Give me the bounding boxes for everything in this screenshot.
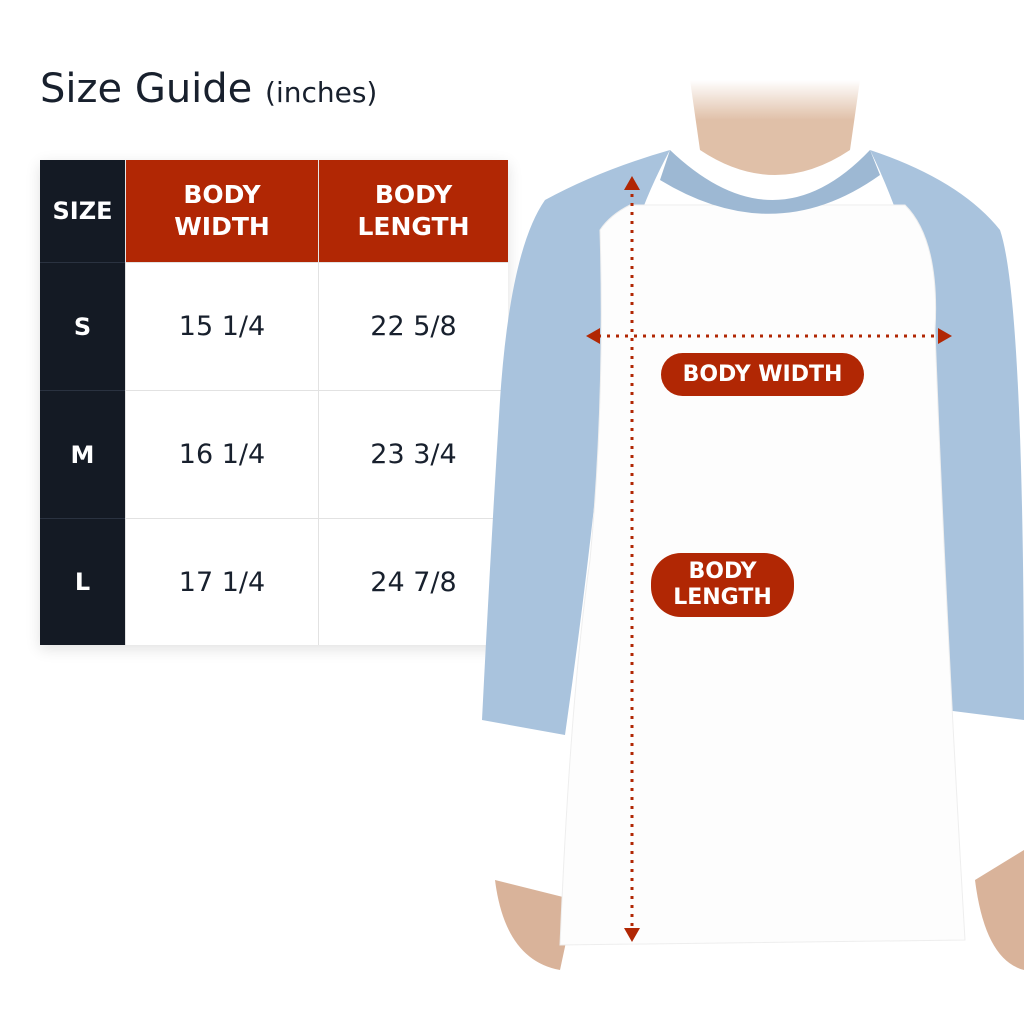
header-text: BODY WIDTH — [174, 179, 270, 242]
header-body-width: BODY WIDTH — [125, 160, 318, 262]
width-s: 15 1/4 — [125, 262, 318, 390]
length-m: 23 3/4 — [318, 390, 508, 518]
header-size: SIZE — [40, 160, 125, 262]
width-m: 16 1/4 — [125, 390, 318, 518]
length-label-line1: BODY — [688, 559, 757, 584]
raglan-shirt-illustration — [482, 80, 1024, 970]
right-hand — [975, 850, 1024, 970]
header-text: BODY LENGTH — [357, 179, 470, 242]
width-l: 17 1/4 — [125, 518, 318, 645]
left-hand — [495, 880, 575, 970]
length-s: 22 5/8 — [318, 262, 508, 390]
collar — [660, 150, 880, 214]
page-title: Size Guide (inches) — [40, 66, 377, 112]
size-m: M — [40, 390, 125, 518]
size-s: S — [40, 262, 125, 390]
size-l: L — [40, 518, 125, 645]
unit-label: (inches) — [265, 76, 378, 109]
body-length-label: BODY LENGTH — [651, 553, 794, 617]
length-label-line2: LENGTH — [673, 585, 772, 610]
body-width-label: BODY WIDTH — [661, 353, 864, 396]
title-text: Size Guide — [40, 66, 253, 112]
length-l: 24 7/8 — [318, 518, 508, 645]
size-table: SIZE BODY WIDTH BODY LENGTH S 15 1/4 22 5/… — [40, 160, 508, 645]
header-body-length: BODY LENGTH — [318, 160, 508, 262]
left-sleeve — [482, 150, 670, 735]
right-sleeve — [870, 150, 1024, 720]
